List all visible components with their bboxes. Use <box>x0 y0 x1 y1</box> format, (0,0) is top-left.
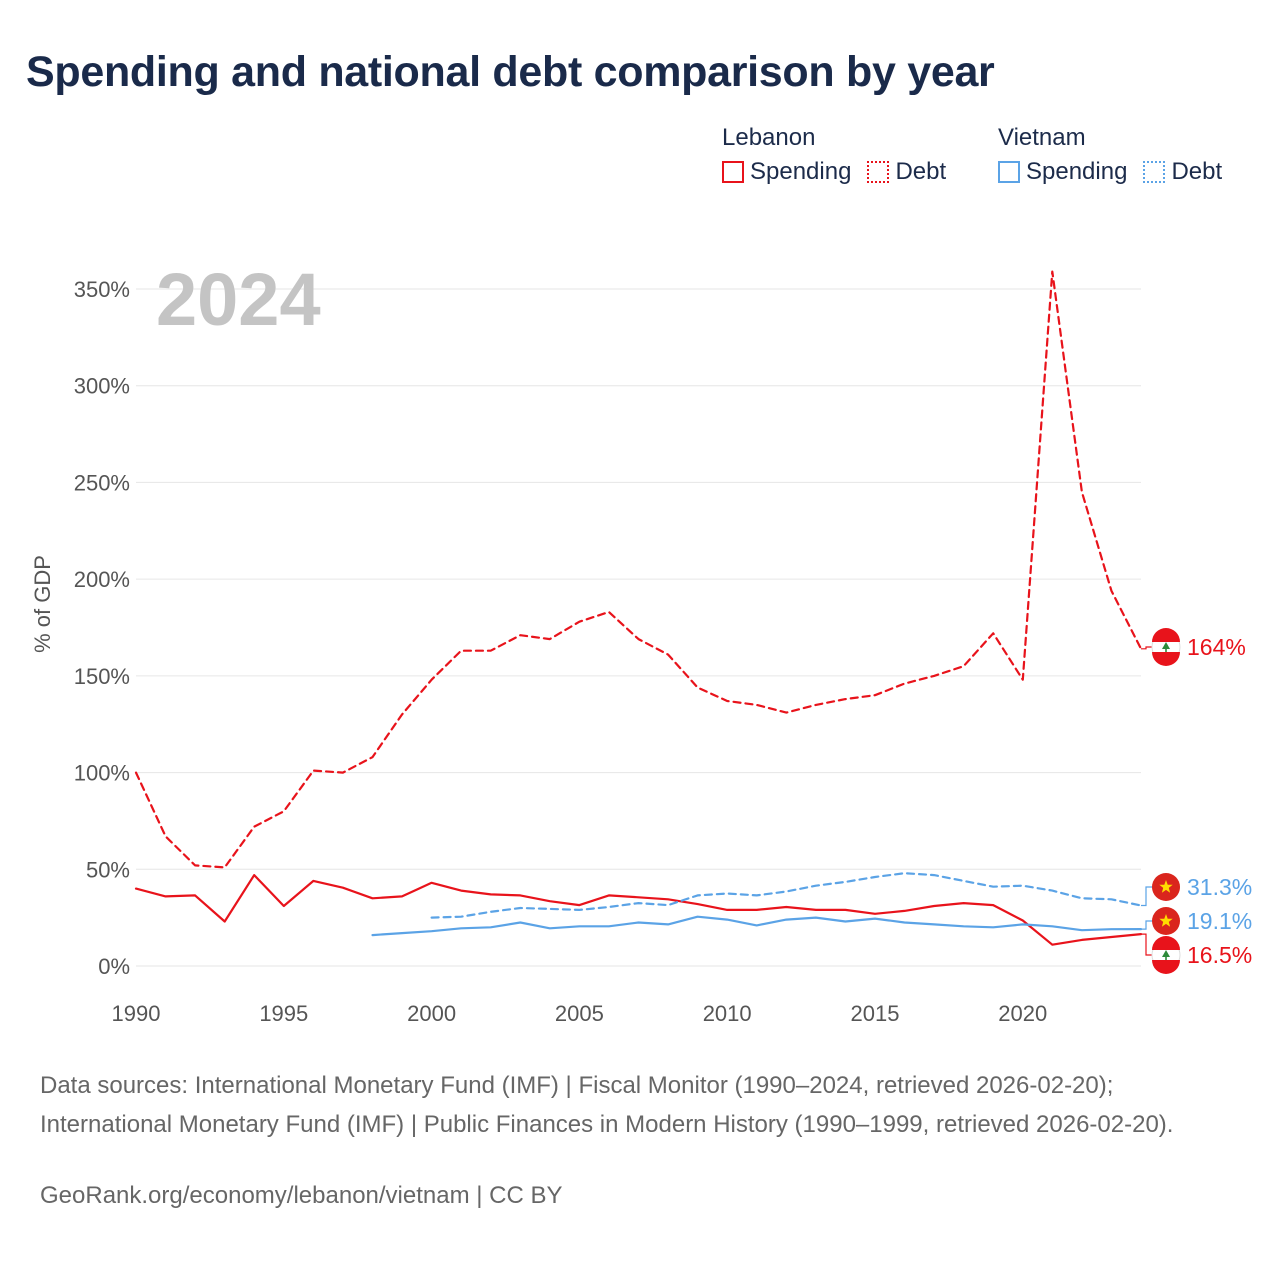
y-tick-label: 0% <box>98 954 130 979</box>
x-tick-label: 1995 <box>259 1001 308 1026</box>
legend-item-vietnam-spending[interactable]: Spending <box>998 158 1127 186</box>
legend-item-lebanon-debt[interactable]: Debt <box>867 158 946 186</box>
y-tick-label: 250% <box>74 470 130 495</box>
series-line-vietnam-debt[interactable] <box>430 872 1143 919</box>
x-tick-label: 2005 <box>555 1001 604 1026</box>
x-tick-label: 2015 <box>850 1001 899 1026</box>
legend-label: Debt <box>895 158 947 185</box>
y-tick-label: 300% <box>74 374 130 399</box>
year-watermark: 2024 <box>156 258 321 341</box>
label-connector <box>1141 933 1153 956</box>
legend-label: Spending <box>750 158 852 185</box>
y-tick-label: 100% <box>74 761 130 786</box>
end-value-label: 19.1% <box>1187 908 1252 934</box>
label-connector <box>1141 920 1153 930</box>
y-tick-label: 350% <box>74 277 130 302</box>
lebanon-flag-icon <box>1151 628 1181 666</box>
vietnam-flag-icon <box>1152 873 1180 901</box>
series-line-lebanon-debt[interactable] <box>134 270 1143 869</box>
label-connector <box>1141 886 1153 907</box>
legend-item-vietnam-debt[interactable]: Debt <box>1143 158 1222 186</box>
legend-group-vietnam: Vietnam Spending Debt <box>998 122 1222 186</box>
y-tick-label: 150% <box>74 664 130 689</box>
x-tick-label: 2000 <box>407 1001 456 1026</box>
legend: Lebanon Spending Debt Vietnam Spending D… <box>0 122 1280 212</box>
lebanon-flag-icon <box>1151 936 1181 974</box>
legend-label: Debt <box>1171 158 1223 185</box>
label-connector <box>1141 646 1153 650</box>
x-tick-label: 1990 <box>112 1001 161 1026</box>
legend-item-lebanon-spending[interactable]: Spending <box>722 158 851 186</box>
y-tick-label: 50% <box>86 857 130 882</box>
legend-label: Spending <box>1026 158 1128 185</box>
vietnam-flag-icon <box>1152 907 1180 935</box>
end-value-label: 16.5% <box>1187 942 1252 968</box>
credit-link[interactable]: GeoRank.org/economy/lebanon/vietnam | CC… <box>40 1182 563 1209</box>
series-line-lebanon-spending[interactable] <box>134 873 1143 946</box>
source-note: Data sources: International Monetary Fun… <box>40 1072 1174 1138</box>
legend-group-title-vietnam: Vietnam <box>998 124 1086 151</box>
x-tick-label: 2020 <box>998 1001 1047 1026</box>
end-value-label: 31.3% <box>1187 874 1252 900</box>
end-value-label: 164% <box>1187 634 1246 660</box>
solid-swatch-icon <box>722 161 744 183</box>
chart-title: Spending and national debt comparison by… <box>26 48 995 96</box>
x-tick-label: 2010 <box>703 1001 752 1026</box>
solid-swatch-icon <box>998 161 1020 183</box>
legend-group-title-lebanon: Lebanon <box>722 124 816 151</box>
series-line-vietnam-spending[interactable] <box>371 915 1143 937</box>
dotted-swatch-icon <box>867 161 890 183</box>
legend-group-lebanon: Lebanon Spending Debt <box>722 122 946 186</box>
dotted-swatch-icon <box>1143 161 1166 183</box>
y-tick-label: 200% <box>74 567 130 592</box>
chart-area: 0% 50% 100% 150% 200% 250% 300% 350% 1990 1995 200… <box>30 258 1252 1026</box>
y-axis-title: % of GDP <box>30 555 55 653</box>
